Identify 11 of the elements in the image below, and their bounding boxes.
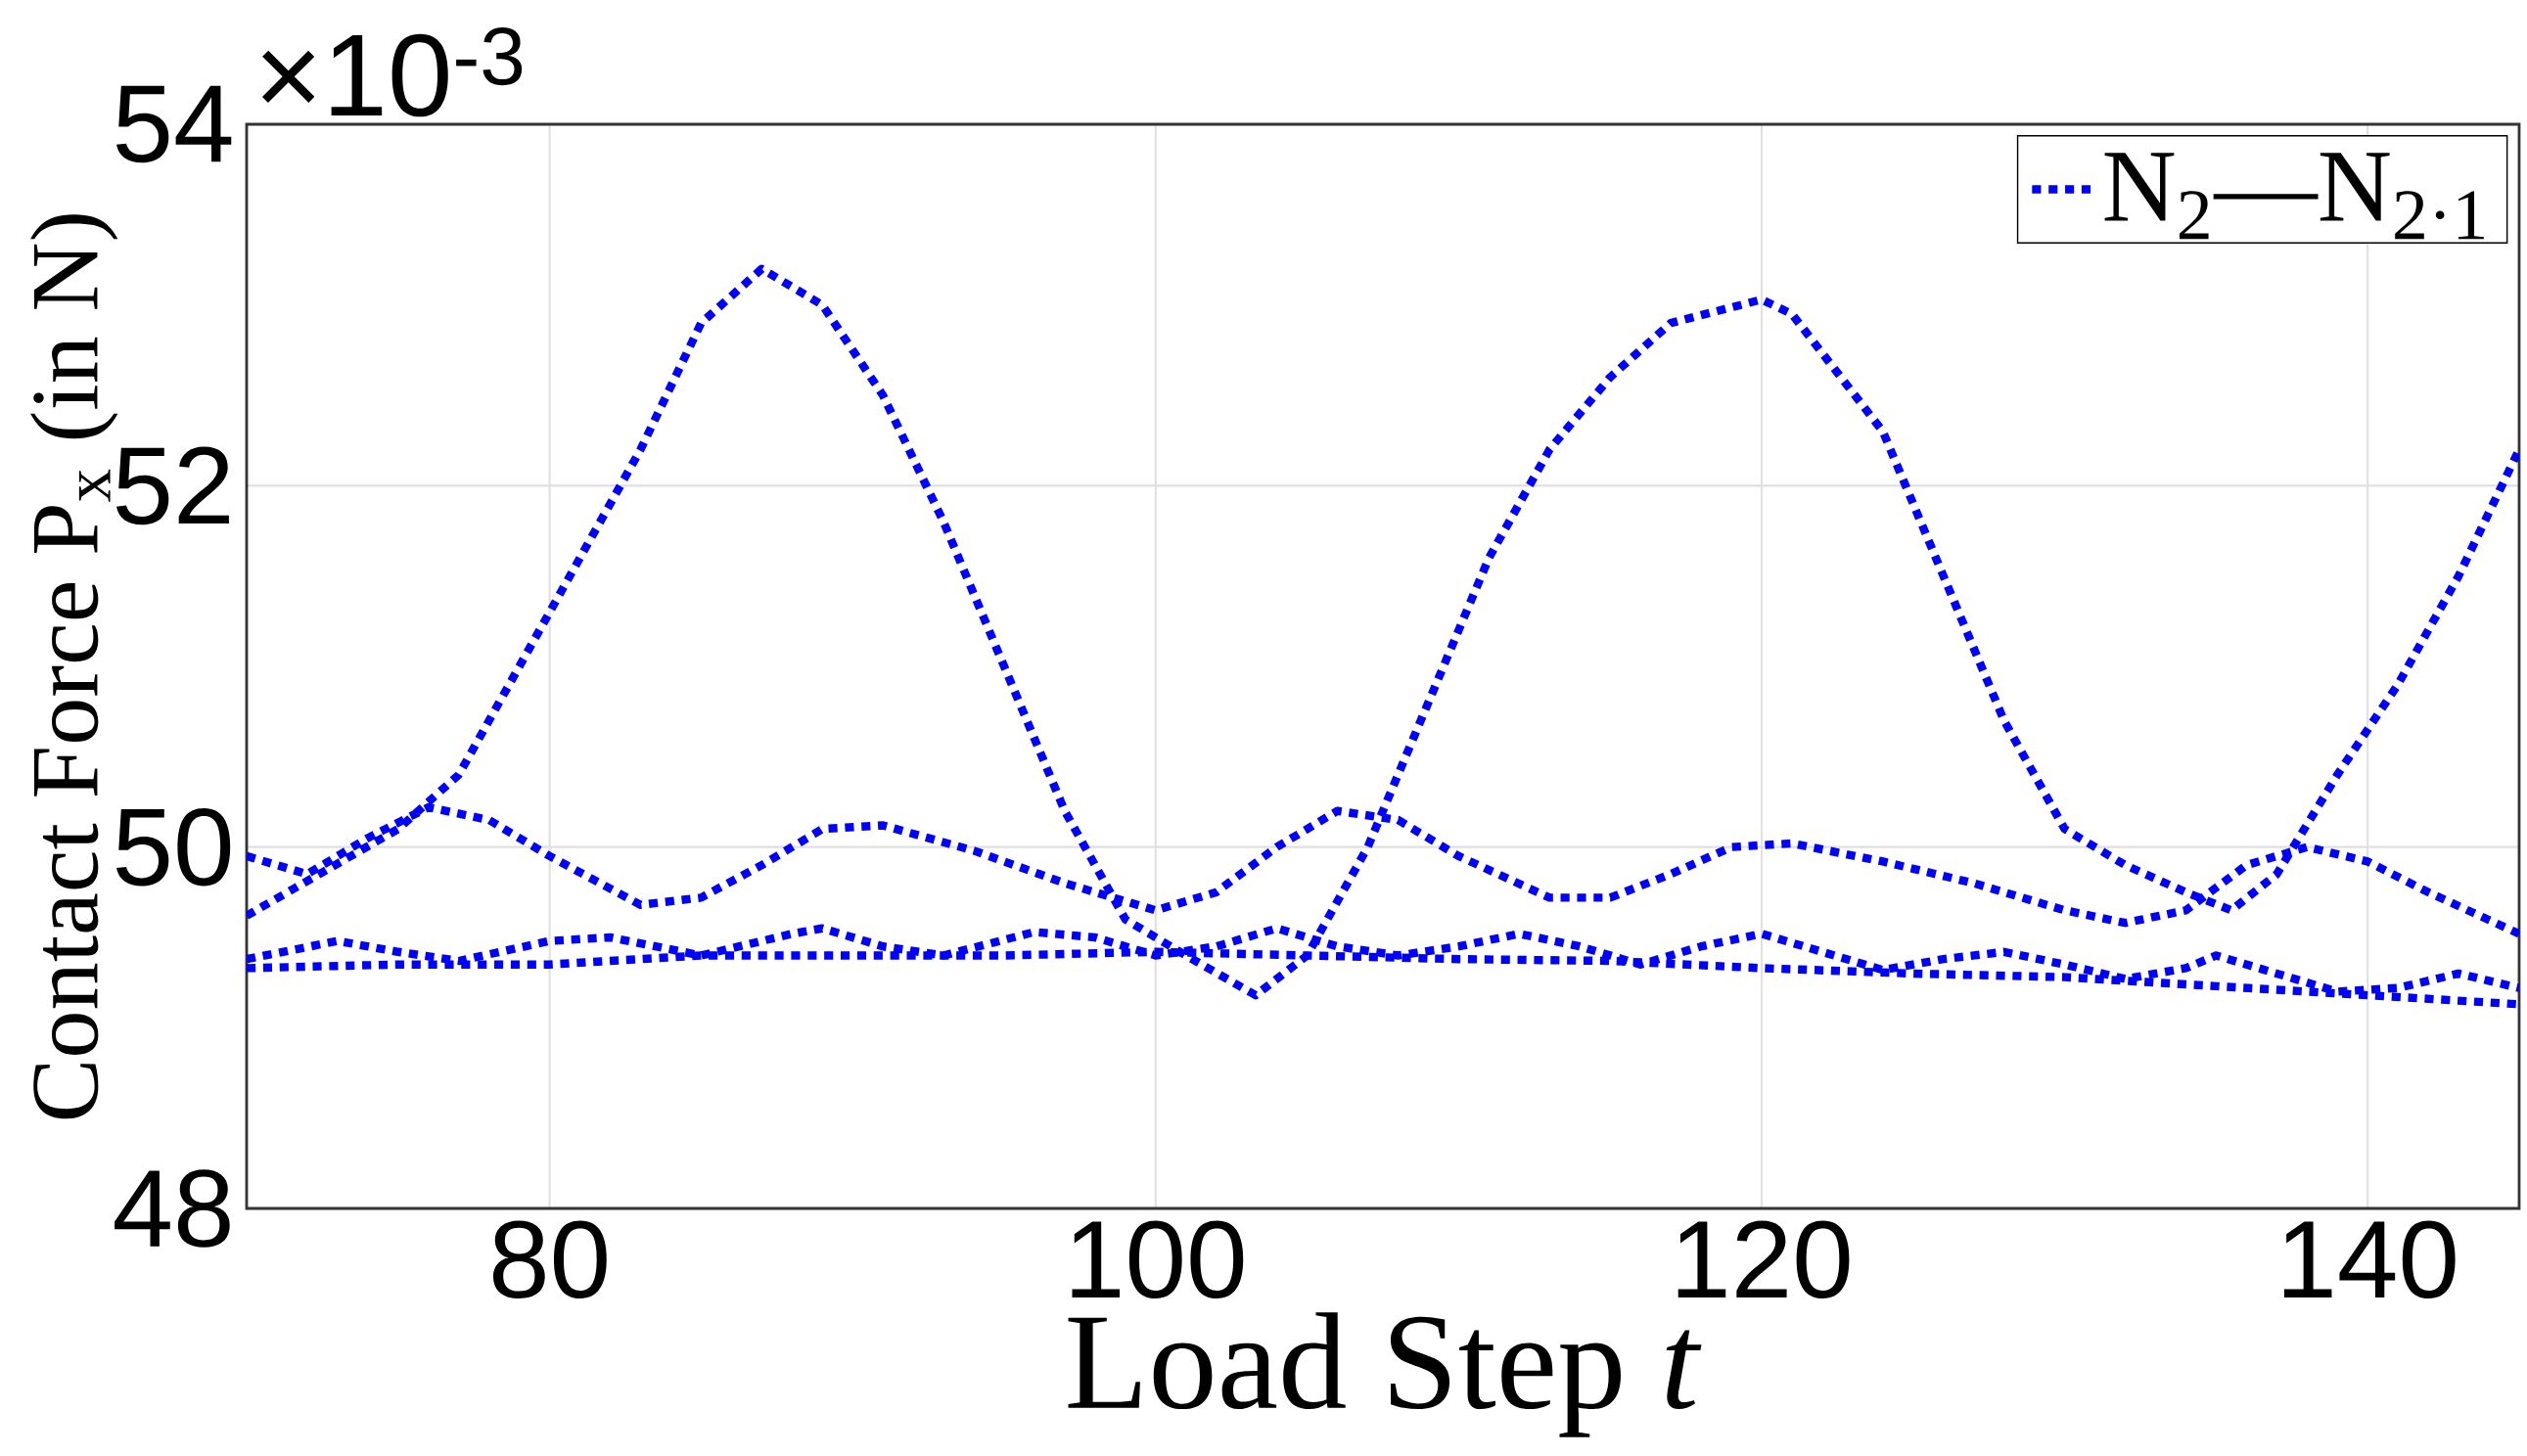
x-tick-label: 100 (1072, 1220, 1244, 1299)
x-axis-title: Load Step t (1068, 1312, 1702, 1437)
y-tick-label: 54 (116, 85, 232, 163)
y-tick-label: 52 (116, 446, 229, 525)
text: ×10$^{-3}$ (262, 26, 523, 117)
x-tick-label: 140 (2283, 1220, 2456, 1299)
legend-label: N$_{2}$—N$_{2·1}$ (2104, 153, 2484, 240)
x-tick-label: 120 (1677, 1220, 1850, 1299)
x-tick-label: 80 (492, 1220, 607, 1299)
y-tick-label: 50 (116, 807, 231, 887)
y-tick-label: 48 (115, 1169, 230, 1248)
